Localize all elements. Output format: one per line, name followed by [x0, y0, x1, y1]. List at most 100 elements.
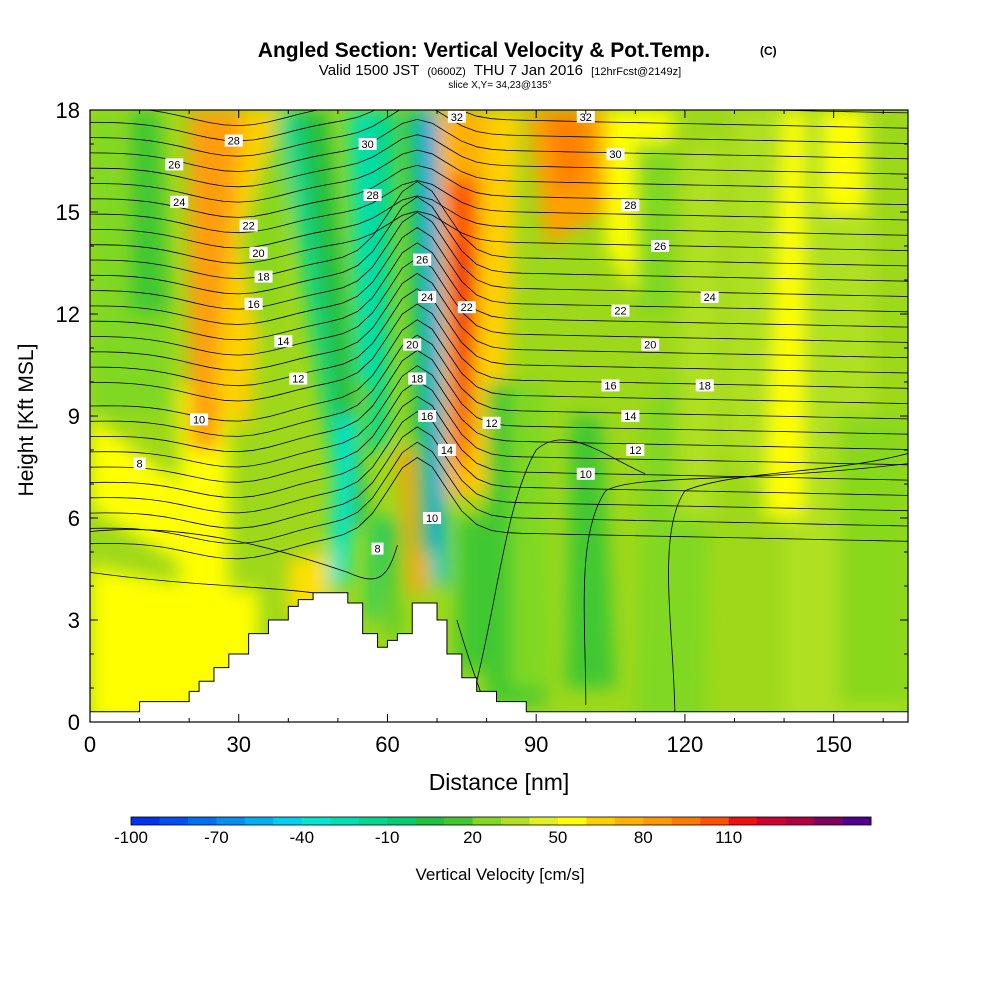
- isentrope-line: [90, 257, 908, 356]
- contour-label: 12: [626, 444, 645, 457]
- contour-label-text: 12: [292, 374, 304, 386]
- contour-label-text: 30: [361, 139, 373, 151]
- contour-label: 18: [695, 379, 714, 392]
- contour-label: 14: [437, 444, 456, 457]
- contour-label-text: 28: [624, 200, 636, 212]
- contour-label: 32: [576, 110, 595, 124]
- colorbar-swatch: [273, 817, 303, 825]
- colorbar-swatch: [529, 817, 559, 825]
- chart-title-unit: (C): [760, 44, 777, 58]
- contour-label: 16: [244, 297, 263, 311]
- isentrope-line: [90, 210, 908, 264]
- slice-label: slice X,Y= 34,23@135°: [448, 80, 551, 91]
- x-tick-label: 0: [84, 732, 96, 757]
- x-tick-label: 60: [375, 732, 399, 757]
- contour-label: 22: [239, 219, 258, 233]
- isentrope-line: [90, 134, 908, 188]
- contour-label: 22: [457, 301, 476, 314]
- colorbar-swatch: [814, 817, 844, 825]
- x-tick-label: 90: [524, 732, 548, 757]
- contour-label: 16: [418, 410, 437, 423]
- contour-label-box: [457, 301, 476, 314]
- isentrope-line: [90, 395, 908, 499]
- chart-subtitle: Valid 1500 JST (0600Z) THU 7 Jan 2016 [1…: [319, 62, 681, 79]
- velocity-region: [189, 110, 244, 450]
- contour-label-text: 24: [421, 292, 433, 304]
- contour-label: 30: [606, 148, 625, 161]
- isentrope-line: [668, 453, 908, 722]
- isentrope-line: [90, 196, 908, 295]
- contour-label-box: [700, 291, 719, 303]
- contour-label-box: [611, 304, 630, 317]
- contour-label: 24: [418, 291, 437, 304]
- isentrope-line: [90, 180, 908, 234]
- y-tick-label: 18: [56, 98, 80, 123]
- contour-label: 14: [621, 410, 640, 423]
- colorbar-tick-label: 50: [548, 828, 567, 847]
- contour-label-box: [170, 195, 189, 208]
- isentrope-line: [90, 118, 908, 172]
- colorbar-swatch: [131, 817, 160, 825]
- colorbar-swatch: [842, 817, 872, 825]
- contour-label-text: 22: [614, 306, 626, 318]
- contour-label: 18: [408, 372, 427, 386]
- colorbar: -100 -70 -40 -10 20 50 80 110: [114, 816, 872, 847]
- contour-label-box: [289, 372, 308, 385]
- colorbar-swatch: [785, 817, 815, 825]
- isentrope-line: [90, 529, 398, 580]
- contour-label-box: [408, 372, 427, 385]
- colorbar-tick-label: -100: [114, 828, 148, 847]
- y-tick-label: 0: [68, 710, 80, 735]
- contour-label-text: 10: [426, 513, 438, 525]
- contour-label-text: 26: [416, 255, 428, 267]
- contour-label-box: [403, 338, 422, 351]
- contour-label: 28: [224, 134, 243, 148]
- colorbar-tick-label: -70: [204, 828, 229, 847]
- velocity-region: [129, 110, 170, 314]
- y-tick-label: 3: [68, 608, 80, 633]
- velocity-region: [90, 314, 170, 416]
- isentrope-line: [90, 272, 908, 371]
- velocity-region: [179, 382, 229, 722]
- x-axis: 0 30 60 90 120 150: [84, 110, 884, 757]
- contour-label-text: 10: [193, 414, 205, 426]
- y-tick-label: 15: [56, 200, 80, 225]
- isentrope-line: [90, 441, 908, 544]
- x-tick-label: 30: [226, 732, 250, 757]
- contour-label-box: [626, 444, 645, 456]
- contour-label-text: 16: [604, 380, 616, 392]
- contour-label-text: 20: [406, 340, 418, 352]
- contour-label: 12: [289, 372, 308, 386]
- contour-label-box: [418, 291, 437, 303]
- velocity-region: [674, 144, 725, 518]
- contour-label-text: 16: [247, 299, 259, 311]
- velocity-region: [823, 110, 864, 212]
- subtitle-valid: Valid 1500 JST: [319, 62, 419, 79]
- contour-label-text: 28: [228, 136, 240, 148]
- isentrope-line: [90, 110, 908, 157]
- contour-label-box: [641, 338, 660, 351]
- contour-label-box: [254, 270, 273, 283]
- contour-label-text: 28: [366, 190, 378, 202]
- isentrope-line: [90, 149, 908, 203]
- contour-label-text: 18: [699, 380, 711, 392]
- colorbar-swatch: [643, 817, 673, 825]
- colorbar-tick-label: 110: [715, 828, 742, 847]
- y-axis-label: Height [Kft MSL]: [15, 344, 38, 497]
- velocity-region: [511, 382, 552, 688]
- isentrope-line: [90, 319, 908, 422]
- colorbar-swatch: [301, 817, 331, 825]
- contour-label-box: [576, 467, 595, 480]
- y-tick-label: 9: [68, 404, 80, 429]
- velocity-region: [635, 144, 675, 314]
- velocity-region: [327, 416, 358, 586]
- contour-label-text: 14: [441, 445, 453, 457]
- colorbar-swatch: [728, 817, 758, 825]
- colorbar-tick-label: -10: [375, 828, 400, 847]
- isentrope-line: [90, 288, 908, 387]
- colorbar-swatch: [614, 817, 644, 825]
- contour-label-box: [224, 134, 243, 147]
- colorbar-swatch: [671, 817, 701, 825]
- contour-label-text: 16: [421, 411, 433, 423]
